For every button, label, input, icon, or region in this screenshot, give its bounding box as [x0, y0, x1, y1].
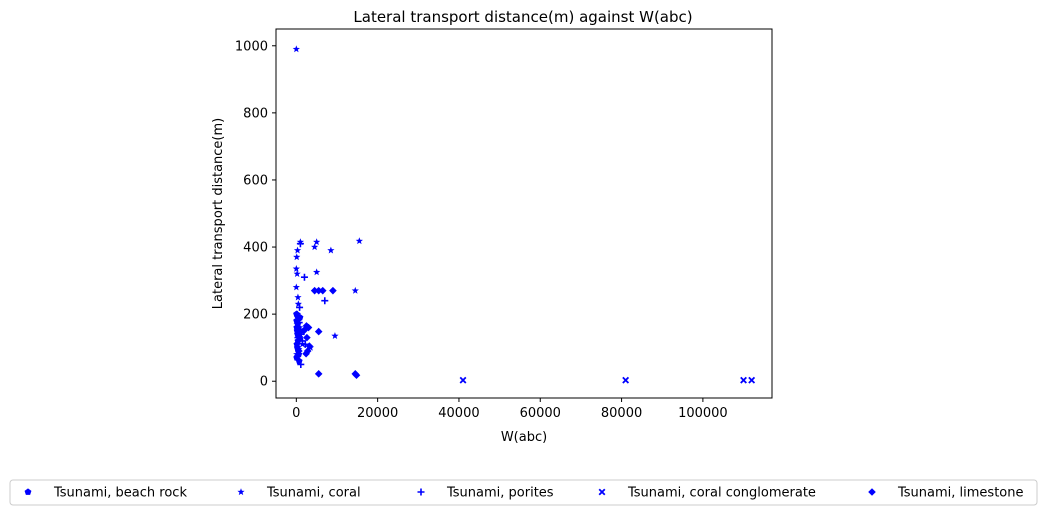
- data-point: [294, 293, 302, 301]
- y-tick-label: 200: [243, 308, 268, 323]
- legend-label: Tsunami, coral conglomerate: [627, 486, 816, 501]
- legend-label: Tsunami, beach rock: [53, 486, 187, 501]
- data-point: [352, 371, 361, 379]
- data-point: [297, 360, 305, 368]
- legend-label: Tsunami, coral: [266, 486, 361, 501]
- data-point: [311, 243, 319, 251]
- chart-title: Lateral transport distance(m) against W(…: [353, 8, 692, 26]
- legend-marker: [598, 488, 606, 496]
- data-point: [294, 334, 302, 342]
- data-point: [622, 376, 630, 384]
- data-point: [296, 303, 304, 311]
- x-tick-label: 60000: [520, 406, 561, 421]
- legend-box: [9, 479, 1038, 506]
- data-point: [302, 349, 310, 358]
- data-point: [293, 310, 302, 318]
- data-point: [314, 370, 323, 378]
- y-axis-title: Lateral transport distance(m): [211, 118, 226, 309]
- data-point: [329, 286, 337, 295]
- data-point: [459, 376, 467, 384]
- series-star: [292, 45, 363, 358]
- data-point: [318, 286, 327, 295]
- x-tick-label: 80000: [601, 406, 642, 421]
- data-point: [303, 333, 311, 342]
- legend: Tsunami, beach rock Tsunami, coral Tsunami…: [9, 479, 1038, 506]
- data-point: [313, 268, 321, 276]
- legend-marker: [24, 488, 32, 495]
- data-point: [331, 332, 339, 340]
- data-point: [293, 320, 301, 328]
- data-point: [355, 237, 363, 245]
- data-point: [314, 327, 323, 336]
- legend-entry: Tsunami, coral: [237, 486, 361, 501]
- data-point: [321, 297, 329, 305]
- data-point: [293, 253, 301, 261]
- data-point: [292, 45, 300, 53]
- y-tick-label: 1000: [235, 39, 268, 54]
- data-point: [294, 300, 302, 308]
- data-point: [296, 240, 304, 248]
- data-point: [300, 273, 308, 281]
- x-tick-label: 20000: [357, 406, 398, 421]
- x-tick-label: 40000: [438, 406, 479, 421]
- legend-entry: Tsunami, limestone: [868, 486, 1024, 501]
- legend-entry: Tsunami, porites: [417, 486, 554, 501]
- data-point: [292, 283, 300, 291]
- series-diamond: [299, 286, 361, 379]
- data-point: [740, 376, 747, 384]
- data-point: [327, 246, 335, 254]
- data-point: [313, 238, 321, 246]
- data-point: [304, 323, 313, 332]
- x-tick-label: 0: [292, 406, 300, 421]
- data-point: [293, 246, 302, 254]
- data-point: [292, 265, 300, 272]
- legend-label: Tsunami, limestone: [897, 486, 1024, 501]
- data-point: [294, 352, 302, 360]
- series-x: [459, 376, 756, 384]
- data-point: [295, 319, 303, 327]
- y-tick-label: 600: [243, 173, 268, 188]
- legend-marker: [417, 488, 425, 496]
- plot-frame: [275, 28, 773, 399]
- x-tick-label: 100000: [678, 406, 728, 421]
- data-point: [293, 350, 301, 358]
- legend-label: Tsunami, porites: [446, 486, 554, 501]
- y-tick-label: 400: [243, 241, 268, 256]
- data-point: [303, 347, 312, 355]
- data-point: [310, 286, 319, 295]
- y-tick-label: 0: [260, 375, 268, 390]
- data-point: [314, 286, 323, 295]
- y-axis: 0 200 400 600 800 1000: [235, 39, 276, 390]
- data-points: [292, 45, 756, 384]
- x-axis-title: W(abc): [501, 430, 547, 445]
- plot-area: [275, 28, 773, 399]
- legend-entry: Tsunami, coral conglomerate: [598, 486, 816, 501]
- data-point: [293, 270, 301, 277]
- legend-entry: Tsunami, beach rock: [24, 486, 187, 501]
- y-tick-label: 800: [243, 106, 268, 121]
- data-point: [299, 327, 308, 335]
- x-axis: 0 20000 40000 60000 80000 100000: [292, 398, 728, 421]
- legend-marker: [868, 488, 876, 496]
- data-point: [294, 313, 302, 321]
- data-point: [351, 286, 359, 294]
- data-point: [295, 347, 303, 355]
- data-point: [748, 376, 756, 384]
- legend-marker: [237, 488, 245, 496]
